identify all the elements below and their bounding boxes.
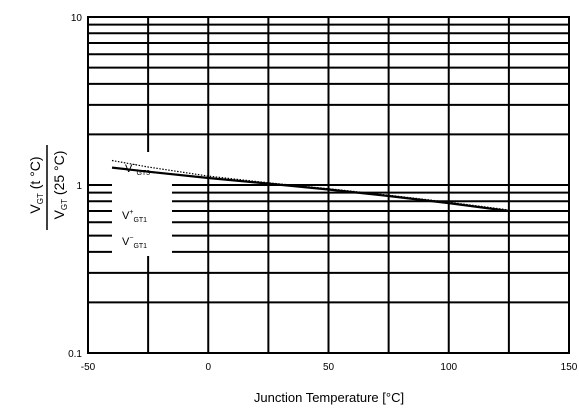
x-axis-label: Junction Temperature [°C]	[254, 390, 404, 405]
annotation-vgt1-minus: V−GT1	[122, 235, 147, 250]
y-tick-label: 0.1	[68, 349, 82, 360]
y-tick-label: 1	[76, 181, 82, 192]
y-axis-label: VGT (t °C) VGT (25 °C)	[27, 145, 69, 230]
series-line-1	[111, 166, 510, 213]
x-tick-label: 0	[205, 362, 211, 373]
x-tick-label: -50	[81, 362, 96, 373]
series-layer	[111, 159, 510, 213]
annotation-vgt3-minus: V−GT3	[125, 162, 150, 177]
y-axis-label-denominator: VGT (25 °C)	[51, 151, 69, 220]
x-tick-labels: -50 0 50 100 150	[81, 362, 578, 373]
x-tick-label: 50	[323, 362, 335, 373]
annotation-vgt1-plus: V+GT1	[122, 209, 147, 224]
x-tick-label: 100	[440, 362, 457, 373]
y-tick-label: 10	[71, 13, 83, 24]
x-tick-label: 150	[561, 362, 578, 373]
y-tick-labels: 0.1 1 10	[68, 13, 82, 360]
plot-frame	[87, 16, 570, 354]
y-axis-label-numerator: VGT (t °C)	[27, 156, 45, 213]
